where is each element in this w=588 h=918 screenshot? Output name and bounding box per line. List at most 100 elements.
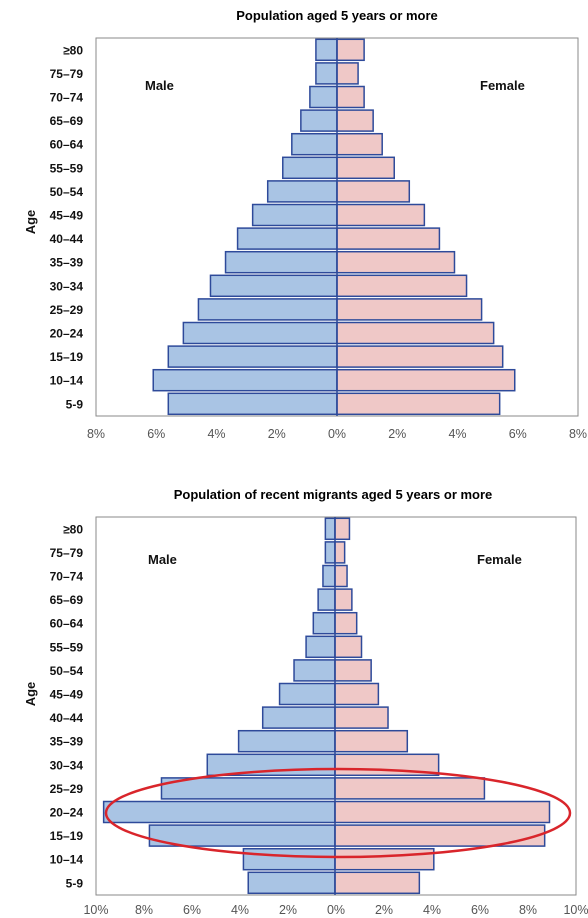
age-label: 45–49	[50, 688, 84, 702]
age-label: 65–69	[50, 593, 84, 607]
chart-title: Population of recent migrants aged 5 yea…	[174, 487, 493, 502]
bar-male-≥80	[315, 38, 338, 62]
bar-female-50–54	[336, 180, 411, 203]
bar-female-≥80	[336, 38, 365, 62]
age-label: 55–59	[50, 640, 84, 654]
age-label: 50–54	[50, 664, 84, 678]
bar-male-20–24	[102, 800, 336, 824]
bar-female-20–24	[334, 800, 551, 824]
bar-female-10–14	[336, 368, 516, 392]
bar-male-50–54	[266, 180, 338, 203]
bar-male-25–29	[160, 777, 336, 800]
bar-male-60–64	[291, 132, 338, 156]
bar-female-35–39	[334, 729, 409, 753]
x-tick-label: 0%	[327, 903, 345, 917]
bar-female-5-9	[336, 392, 501, 416]
x-tick-label: 6%	[509, 427, 527, 441]
female-label: Female	[477, 552, 522, 567]
age-label: ≥80	[63, 522, 83, 536]
chart-title: Population aged 5 years or more	[236, 8, 438, 23]
bar-female-40–44	[336, 227, 441, 250]
age-label: 65–69	[50, 114, 84, 128]
x-tick-label: 4%	[423, 903, 441, 917]
bar-female-65–69	[334, 588, 353, 611]
x-tick-label: 4%	[231, 903, 249, 917]
bar-female-55–59	[334, 635, 363, 659]
bar-male-55–59	[282, 156, 338, 180]
age-label: 35–39	[50, 735, 84, 749]
age-label: 30–34	[50, 279, 84, 293]
pyramid-chart-total: Population aged 5 years or more Male Fem…	[23, 8, 587, 441]
age-label: 20–24	[50, 327, 84, 341]
x-tick-label: 8%	[135, 903, 153, 917]
bar-male-5-9	[247, 871, 336, 895]
age-label: 20–24	[50, 806, 84, 820]
age-label: 60–64	[50, 138, 84, 152]
bar-female-50–54	[334, 659, 372, 682]
age-label: 70–74	[50, 570, 84, 584]
age-label: 5-9	[66, 876, 84, 890]
x-tick-label: 6%	[147, 427, 165, 441]
bar-male-60–64	[312, 611, 336, 635]
age-label: 35–39	[50, 256, 84, 270]
bar-female-45–49	[334, 682, 380, 706]
x-tick-label: 6%	[471, 903, 489, 917]
age-label: 45–49	[50, 209, 84, 223]
age-label: 70–74	[50, 91, 84, 105]
bar-male-75–79	[324, 541, 336, 564]
bar-female-65–69	[336, 109, 374, 132]
bar-female-45–49	[336, 203, 426, 227]
bar-male-35–39	[224, 250, 338, 274]
bar-male-≥80	[324, 517, 336, 541]
bar-male-30–34	[206, 753, 336, 777]
bar-male-5-9	[167, 392, 338, 416]
bar-female-30–34	[336, 274, 468, 298]
bar-male-35–39	[237, 729, 336, 753]
bar-male-20–24	[182, 321, 338, 345]
male-label: Male	[145, 78, 174, 93]
bar-male-15–19	[167, 345, 338, 368]
bar-male-45–49	[251, 203, 338, 227]
x-tick-label: 2%	[268, 427, 286, 441]
bar-female-5-9	[334, 871, 421, 895]
bar-male-45–49	[278, 682, 336, 706]
x-tick-label: 4%	[448, 427, 466, 441]
age-label: 50–54	[50, 185, 84, 199]
bar-female-75–79	[336, 62, 359, 85]
bar-male-65–69	[300, 109, 338, 132]
x-tick-label: 10%	[563, 903, 588, 917]
x-tick-label: 8%	[519, 903, 537, 917]
age-label: 40–44	[50, 232, 84, 246]
pyramid-chart-recent-migrants: Population of recent migrants aged 5 yea…	[23, 487, 588, 917]
bar-male-40–44	[236, 227, 338, 250]
y-axis-label: Age	[23, 210, 38, 235]
bar-male-15–19	[148, 824, 336, 847]
bar-female-25–29	[336, 298, 483, 321]
age-label: 10–14	[50, 374, 84, 388]
age-label: 10–14	[50, 853, 84, 867]
bar-female-35–39	[336, 250, 456, 274]
x-tick-label: 2%	[375, 903, 393, 917]
age-label: 25–29	[50, 782, 84, 796]
bar-female-55–59	[336, 156, 395, 180]
bar-male-55–59	[305, 635, 336, 659]
bar-male-25–29	[197, 298, 338, 321]
bar-male-10–14	[242, 847, 336, 871]
bar-female-60–64	[336, 132, 383, 156]
bar-male-70–74	[322, 564, 336, 588]
x-tick-label: 10%	[83, 903, 108, 917]
age-label: 25–29	[50, 303, 84, 317]
x-tick-label: 8%	[87, 427, 105, 441]
bar-female-60–64	[334, 611, 358, 635]
female-label: Female	[480, 78, 525, 93]
age-label: 15–19	[50, 829, 84, 843]
bar-female-70–74	[334, 564, 348, 588]
age-label: 75–79	[50, 546, 84, 560]
bar-female-25–29	[334, 777, 486, 800]
x-tick-label: 6%	[183, 903, 201, 917]
bar-male-40–44	[261, 706, 336, 729]
x-tick-label: 2%	[388, 427, 406, 441]
age-label: 30–34	[50, 758, 84, 772]
bar-female-20–24	[336, 321, 495, 345]
bar-female-75–79	[334, 541, 346, 564]
